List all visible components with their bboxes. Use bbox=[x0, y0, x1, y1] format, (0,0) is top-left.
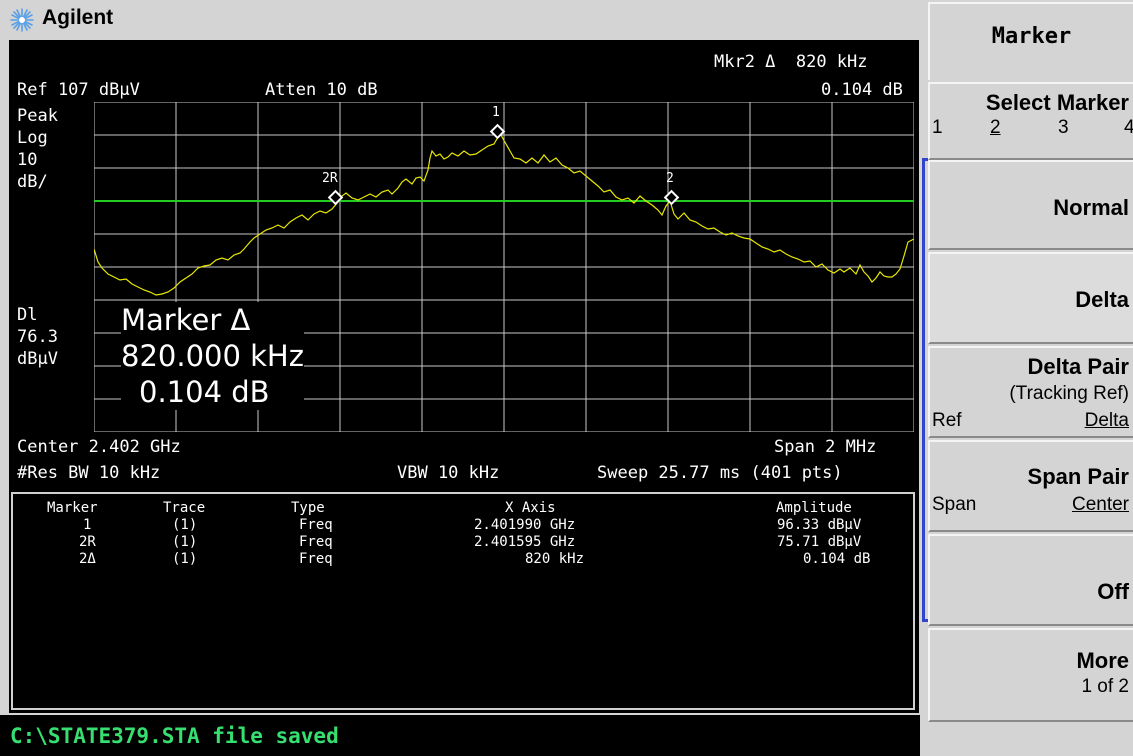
marker-2r: 2R bbox=[322, 171, 344, 206]
col-trace: Trace bbox=[163, 500, 206, 516]
delta-key[interactable]: Delta bbox=[928, 252, 1133, 344]
menu-title-label: Marker bbox=[991, 24, 1072, 49]
graticule: 1 2R 2 bbox=[94, 102, 914, 432]
more-key[interactable]: More 1 of 2 bbox=[928, 628, 1133, 722]
table-cell: 2.401990 GHz bbox=[474, 517, 576, 533]
marker-delta-amp: 0.104 dB bbox=[139, 375, 270, 409]
marker-1: 1 bbox=[489, 105, 506, 140]
delta-pair-ref: Ref bbox=[932, 410, 962, 431]
marker-readout-freq: Mkr2 Δ 820 kHz bbox=[714, 52, 868, 72]
marker-readout-amp: 0.104 dB bbox=[821, 80, 903, 100]
more-key-label: More bbox=[1076, 648, 1129, 673]
table-cell: 2R bbox=[79, 534, 96, 550]
marker-delta-title: Marker Δ bbox=[121, 303, 251, 337]
span-pair-key[interactable]: Span Pair Span Center bbox=[928, 440, 1133, 532]
display-line-value: 76.3 bbox=[17, 327, 58, 347]
col-marker: Marker bbox=[47, 500, 98, 516]
table-cell: (1) bbox=[172, 517, 198, 533]
marker-option-2: 2 bbox=[990, 117, 1001, 138]
table-cell: (1) bbox=[172, 551, 198, 567]
sweep-time: Sweep 25.77 ms (401 pts) bbox=[597, 463, 843, 483]
status-bar: C:\STATE379.STA file saved bbox=[0, 715, 920, 756]
display-line-label: Dl bbox=[17, 305, 38, 325]
col-type: Type bbox=[291, 500, 325, 516]
table-cell: 0.104 dB bbox=[803, 551, 871, 567]
spectrum-display: Mkr2 Δ 820 kHz Ref 107 dBµV Atten 10 dB … bbox=[9, 40, 919, 713]
table-cell: 1 bbox=[83, 517, 92, 533]
table-cell: 96.33 dBµV bbox=[777, 517, 862, 533]
span-pair-center: Center bbox=[1071, 494, 1129, 515]
delta-pair-key[interactable]: Delta Pair (Tracking Ref) Ref Delta bbox=[928, 346, 1133, 438]
delta-pair-sub: (Tracking Ref) bbox=[1009, 383, 1129, 404]
table-cell: (1) bbox=[172, 534, 198, 550]
scale-value: 10 bbox=[17, 150, 38, 170]
marker-2r-label: 2R bbox=[322, 171, 338, 186]
more-key-page: 1 of 2 bbox=[1081, 676, 1129, 697]
table-cell: 820 kHz bbox=[525, 551, 585, 567]
ref-level: Ref 107 dBµV bbox=[17, 80, 140, 100]
attenuation: Atten 10 dB bbox=[265, 80, 378, 100]
col-x-axis: X Axis bbox=[505, 500, 556, 516]
delta-pair-delta: Delta bbox=[1084, 410, 1129, 431]
scale-unit: dB/ bbox=[17, 172, 48, 192]
select-marker-label: Select Marker bbox=[985, 90, 1129, 115]
title-bar: Agilent bbox=[0, 0, 920, 40]
brand-name: Agilent bbox=[42, 6, 114, 29]
marker-2: 2 bbox=[663, 171, 680, 206]
agilent-logo-icon bbox=[10, 8, 34, 32]
status-message: C:\STATE379.STA file saved bbox=[10, 724, 339, 748]
menu-title: Marker bbox=[928, 2, 1133, 80]
marker-delta-readout: Marker Δ 820.000 kHz 0.104 dB bbox=[121, 302, 304, 410]
marker-1-label: 1 bbox=[492, 105, 500, 120]
delta-pair-label: Delta Pair bbox=[1027, 354, 1130, 379]
marker-option-3: 3 bbox=[1058, 117, 1069, 138]
marker-option-4: 4 bbox=[1124, 117, 1133, 138]
scale-type: Log bbox=[17, 128, 48, 148]
marker-2-label: 2 bbox=[666, 171, 674, 186]
span-value: Span 2 MHz bbox=[774, 437, 877, 457]
span-pair-label: Span Pair bbox=[1027, 464, 1129, 489]
delta-key-label: Delta bbox=[1075, 287, 1129, 312]
table-cell: 75.71 dBµV bbox=[777, 534, 862, 550]
off-key-label: Off bbox=[1097, 579, 1129, 604]
normal-key[interactable]: Normal bbox=[928, 160, 1133, 250]
detector-label: Peak bbox=[17, 106, 58, 126]
table-cell: Freq bbox=[299, 517, 333, 533]
normal-key-label: Normal bbox=[1053, 195, 1129, 220]
table-cell: 2.401595 GHz bbox=[474, 534, 576, 550]
softkey-panel: Marker Select Marker 1 2 3 4 Normal Delt… bbox=[920, 0, 1133, 756]
active-key-bracket bbox=[922, 158, 928, 622]
marker-table: Marker Trace Type X Axis Amplitude 1 (1)… bbox=[11, 492, 915, 710]
select-marker-key[interactable]: Select Marker 1 2 3 4 bbox=[928, 82, 1133, 160]
col-amplitude: Amplitude bbox=[776, 500, 852, 516]
off-key[interactable]: Off bbox=[928, 534, 1133, 626]
res-bw: #Res BW 10 kHz bbox=[17, 463, 161, 483]
marker-option-1: 1 bbox=[932, 117, 943, 138]
table-cell: Freq bbox=[299, 551, 333, 567]
table-cell: Freq bbox=[299, 534, 333, 550]
marker-delta-freq: 820.000 kHz bbox=[121, 339, 304, 373]
center-frequency: Center 2.402 GHz bbox=[17, 437, 181, 457]
display-line-unit: dBµV bbox=[17, 349, 58, 369]
vbw: VBW 10 kHz bbox=[397, 463, 500, 483]
span-pair-span: Span bbox=[932, 494, 977, 515]
table-cell: 2Δ bbox=[79, 551, 96, 567]
